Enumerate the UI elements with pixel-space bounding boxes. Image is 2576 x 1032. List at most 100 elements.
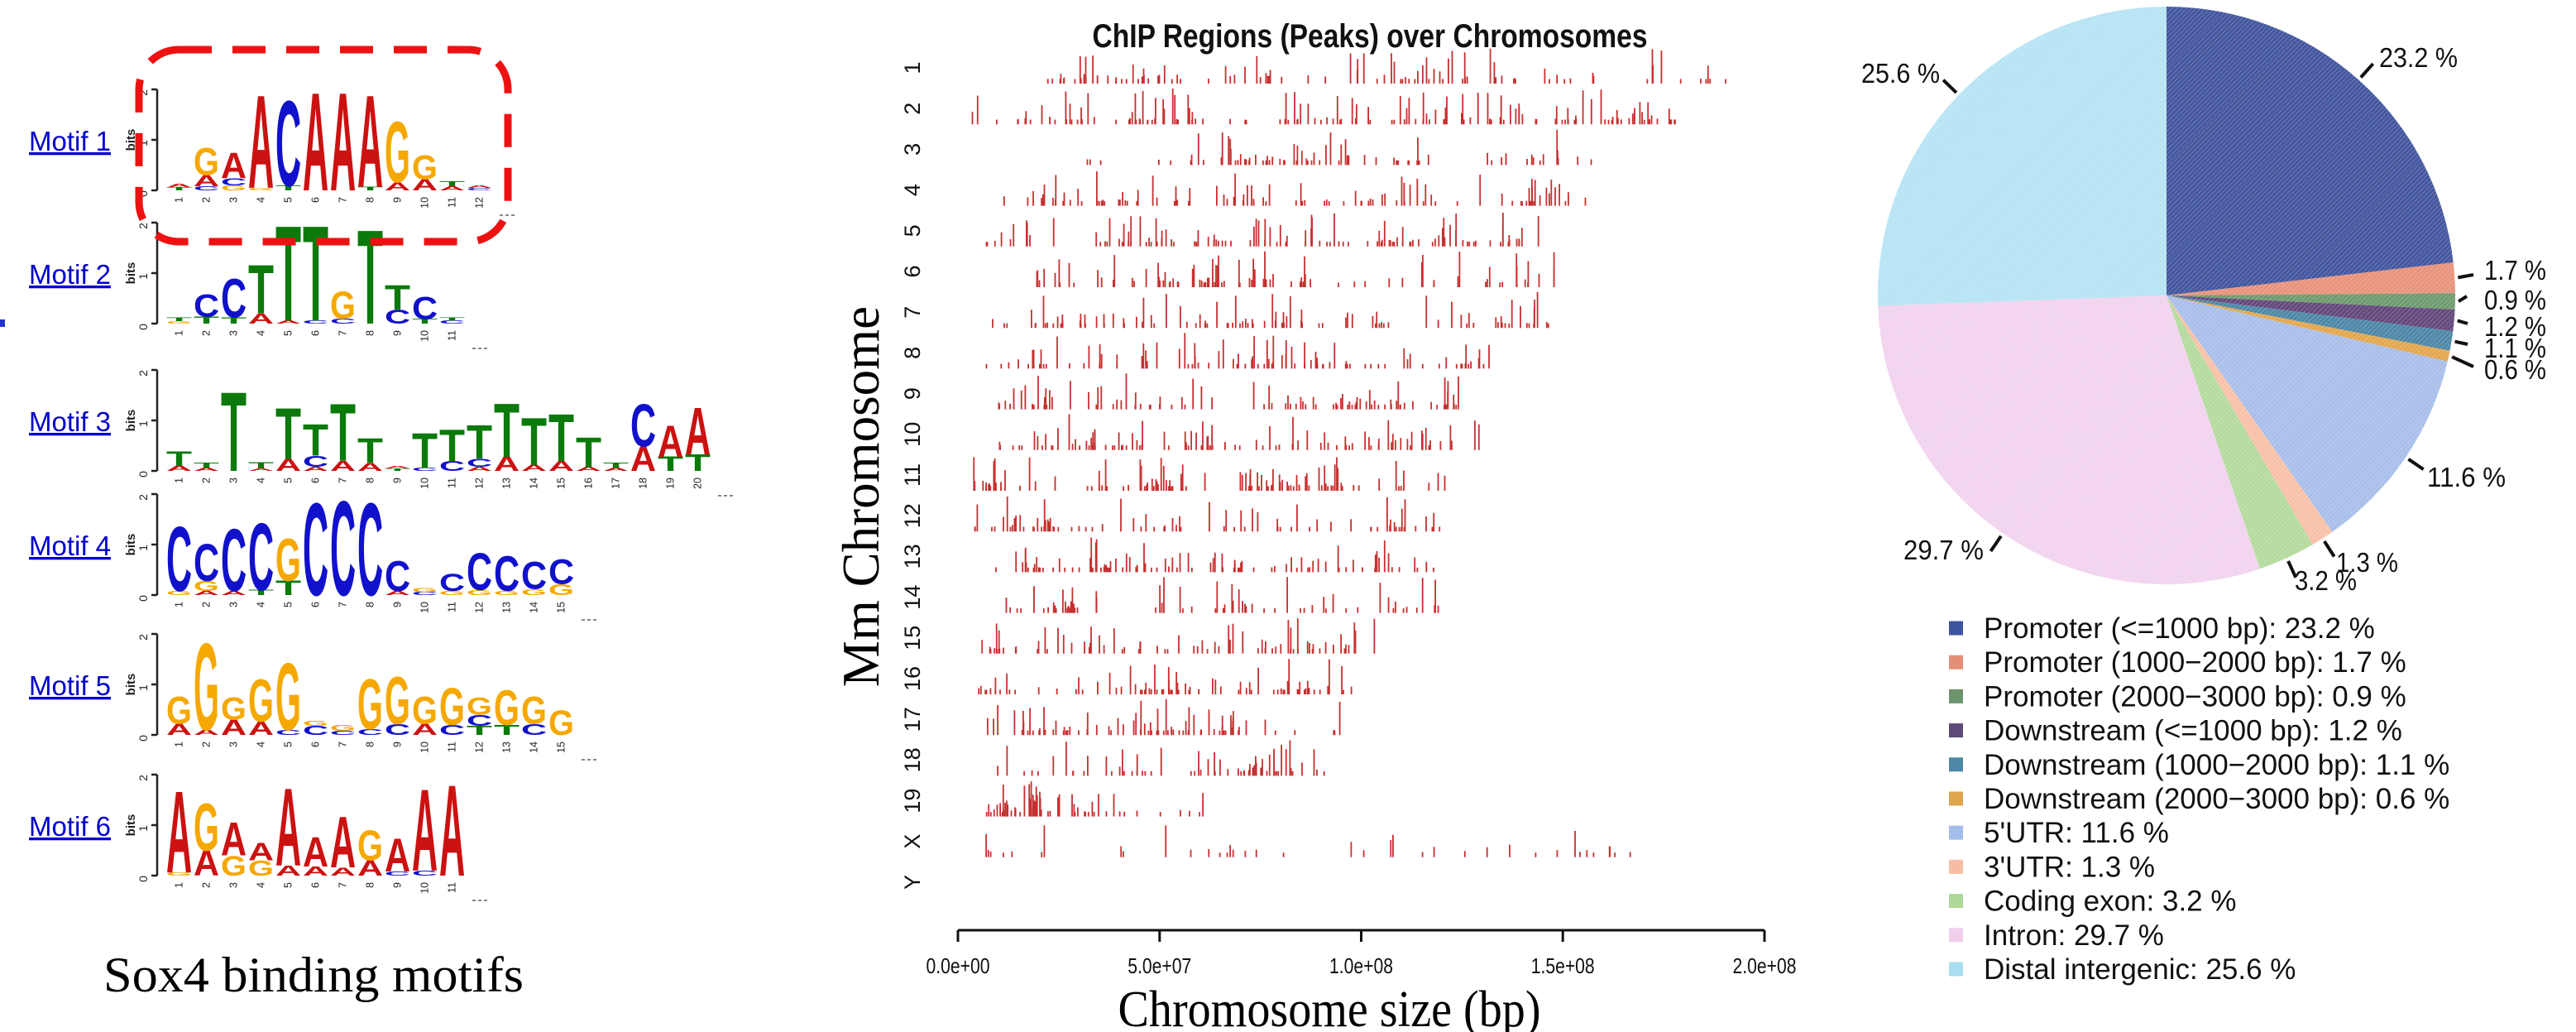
svg-text:C: C [385, 871, 410, 877]
svg-text:Promoter (1000−2000 bp): 1.7 %: Promoter (1000−2000 bp): 1.7 % [1984, 646, 2406, 679]
svg-text:G: G [248, 187, 274, 191]
svg-text:Sox4 binding motifs: Sox4 binding motifs [103, 948, 524, 1002]
svg-text:0: 0 [136, 735, 150, 742]
svg-text:X: X [900, 834, 925, 849]
svg-text:A: A [330, 458, 356, 474]
svg-text:20: 20 [692, 478, 704, 489]
svg-text:2: 2 [136, 634, 150, 641]
svg-text:11: 11 [447, 197, 458, 208]
svg-text:G: G [412, 689, 438, 732]
svg-text:4: 4 [256, 478, 267, 483]
svg-text:11: 11 [447, 882, 458, 893]
svg-text:7: 7 [338, 330, 349, 336]
svg-text:C: C [303, 475, 328, 623]
svg-text:C: C [494, 547, 520, 602]
svg-text:9: 9 [392, 197, 404, 203]
svg-text:10: 10 [419, 882, 431, 894]
svg-text:A: A [330, 865, 356, 878]
svg-text:13: 13 [501, 742, 513, 753]
svg-text:C: C [467, 457, 492, 469]
svg-text:19: 19 [665, 478, 677, 489]
svg-text:A: A [275, 862, 301, 879]
svg-text:6: 6 [310, 330, 322, 336]
svg-text:1: 1 [136, 273, 150, 280]
svg-text:C: C [357, 475, 383, 623]
svg-text:T: T [494, 722, 520, 739]
svg-text:G: G [357, 665, 383, 745]
svg-text:1: 1 [174, 197, 185, 203]
svg-text:T: T [275, 185, 301, 192]
svg-text:10: 10 [419, 330, 431, 342]
svg-text:19: 19 [900, 789, 925, 814]
svg-text:Motif 6: Motif 6 [29, 811, 111, 842]
svg-text:T: T [303, 198, 328, 350]
svg-text:11: 11 [447, 330, 458, 341]
svg-text:12: 12 [474, 197, 486, 209]
svg-text:A: A [603, 467, 629, 472]
svg-text:A: A [194, 844, 219, 885]
svg-text:C: C [221, 176, 247, 188]
svg-text:5: 5 [283, 330, 294, 336]
svg-text:9: 9 [900, 387, 925, 400]
svg-text:5: 5 [283, 742, 294, 747]
svg-text:8: 8 [365, 478, 376, 483]
svg-text:A: A [385, 180, 410, 193]
svg-text:10: 10 [419, 602, 431, 613]
svg-text:bits: bits [124, 129, 138, 151]
svg-text:14: 14 [900, 585, 925, 610]
svg-text:16: 16 [583, 478, 595, 489]
svg-text:10: 10 [900, 422, 925, 447]
svg-text:A: A [685, 394, 711, 469]
svg-text:bits: bits [124, 534, 138, 556]
svg-text:C: C [330, 730, 356, 737]
svg-text:14: 14 [529, 602, 540, 613]
svg-text:Downstream (1000−2000 bp): 1.1: Downstream (1000−2000 bp): 1.1 % [1984, 749, 2449, 781]
svg-text:9: 9 [392, 742, 404, 747]
svg-text:C: C [548, 553, 574, 593]
svg-text:15: 15 [556, 602, 567, 613]
svg-text:A: A [194, 172, 219, 190]
svg-text:C: C [385, 722, 410, 739]
svg-text:T: T [467, 415, 492, 469]
svg-text:12: 12 [474, 602, 486, 613]
svg-text:1: 1 [136, 825, 150, 832]
svg-text:T: T [467, 723, 492, 738]
svg-text:A: A [166, 464, 192, 473]
svg-text:A: A [330, 801, 356, 883]
svg-text:G: G [439, 678, 465, 737]
svg-text:9: 9 [392, 478, 404, 483]
svg-text:A: A [412, 176, 438, 194]
svg-text:0: 0 [136, 595, 150, 602]
svg-text:10: 10 [419, 197, 431, 209]
svg-text:7: 7 [338, 602, 349, 607]
svg-text:Downstream (<=1000 bp): 1.2 %: Downstream (<=1000 bp): 1.2 % [1984, 715, 2402, 747]
svg-text:T: T [221, 367, 247, 495]
svg-text:C: C [194, 288, 219, 324]
svg-text:Distal intergenic: 25.6 %: Distal intergenic: 25.6 % [1984, 953, 2296, 986]
svg-text:G: G [467, 589, 492, 598]
svg-text:15: 15 [556, 478, 567, 489]
svg-text:2: 2 [900, 103, 925, 115]
svg-text:T: T [275, 198, 301, 350]
svg-text:Motif 1: Motif 1 [29, 126, 111, 156]
svg-text:Motif 4: Motif 4 [29, 530, 111, 561]
svg-text:5: 5 [283, 197, 294, 203]
svg-text:2: 2 [201, 742, 213, 747]
svg-text:Chromosome size (bp): Chromosome size (bp) [1118, 982, 1541, 1032]
svg-text:7: 7 [338, 742, 349, 747]
svg-text:5: 5 [283, 882, 294, 888]
svg-text:T: T [166, 448, 192, 470]
svg-text:G: G [548, 581, 574, 598]
svg-text:0.9 %: 0.9 % [2484, 285, 2546, 315]
svg-text:G: G [166, 871, 192, 876]
svg-text:C: C [521, 554, 547, 598]
svg-text:T: T [521, 406, 547, 480]
svg-text:C: C [467, 187, 492, 191]
svg-text:1: 1 [174, 882, 185, 888]
svg-text:C: C [439, 569, 465, 597]
svg-text:A: A [385, 590, 410, 597]
svg-text:T: T [439, 316, 465, 321]
svg-text:G: G [303, 720, 328, 728]
svg-text:10: 10 [419, 478, 431, 489]
svg-text:A: A [221, 590, 247, 597]
